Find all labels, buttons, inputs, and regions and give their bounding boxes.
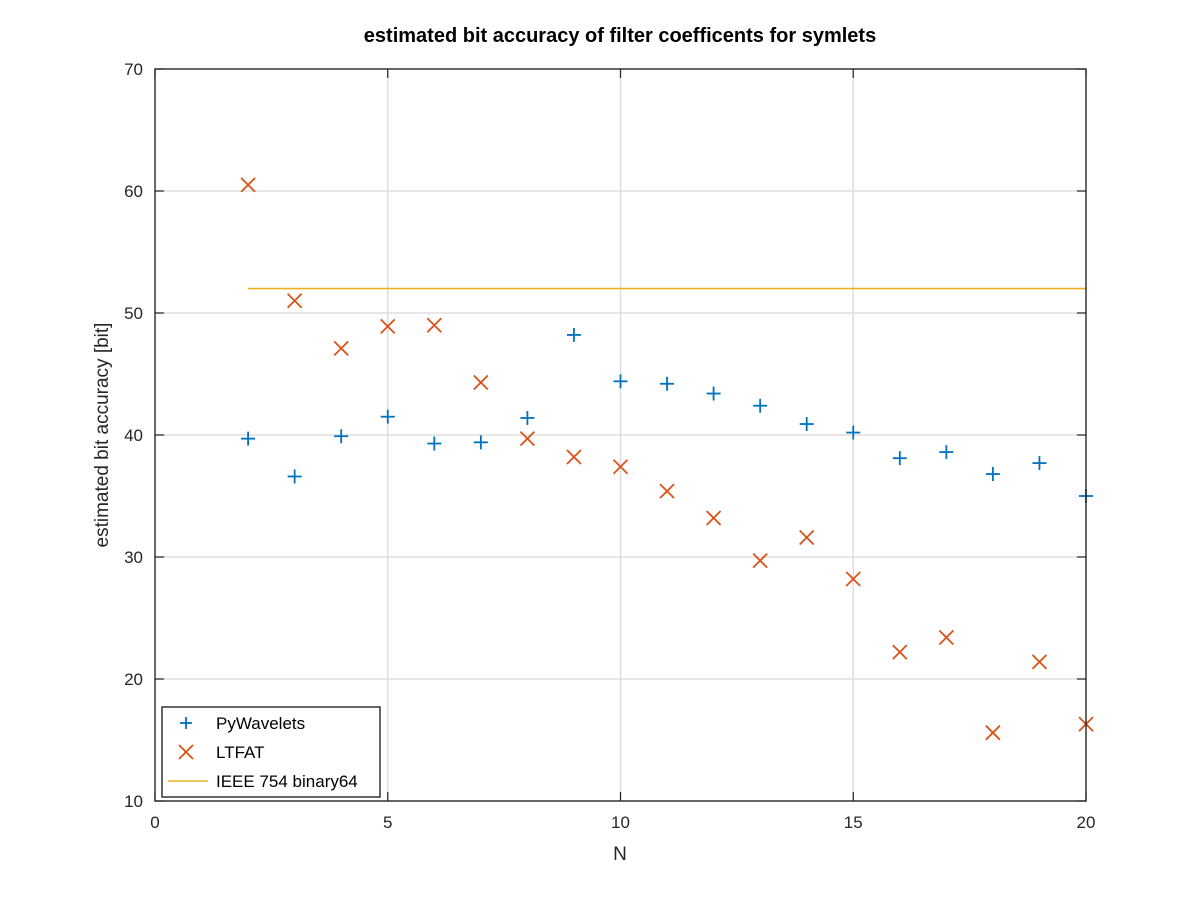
- series-pywavelets: [241, 327, 1093, 503]
- series-layer: [240, 177, 1094, 741]
- plus-marker: [473, 435, 488, 450]
- legend: PyWavelets LTFAT IEEE 754 binary64: [161, 706, 381, 798]
- plus-marker: [241, 431, 256, 446]
- plus-marker: [753, 398, 768, 413]
- x-tick-label: 15: [844, 813, 863, 832]
- y-tick-label: 60: [124, 182, 143, 201]
- x-tick-label: 10: [611, 813, 630, 832]
- plus-marker: [985, 467, 1000, 482]
- legend-sample-plus-marker: [180, 717, 192, 729]
- plus-marker: [566, 327, 581, 342]
- x-marker: [892, 644, 908, 660]
- marker-stroke: [566, 449, 582, 465]
- legend-label: IEEE 754 binary64: [216, 772, 358, 791]
- x-marker: [426, 317, 442, 333]
- x-tick-label: 20: [1077, 813, 1096, 832]
- plus-marker: [287, 469, 302, 484]
- x-marker: [473, 374, 489, 391]
- plus-marker: [846, 425, 861, 440]
- x-marker: [1031, 654, 1048, 670]
- x-marker: [705, 510, 722, 526]
- legend-label: LTFAT: [216, 743, 265, 762]
- plus-marker: [706, 386, 721, 401]
- marker-stroke: [333, 340, 349, 357]
- marker-stroke: [799, 529, 815, 546]
- marker-stroke: [938, 629, 954, 646]
- marker-stroke: [659, 483, 675, 499]
- plus-marker: [1032, 456, 1047, 471]
- plus-marker: [799, 417, 814, 432]
- axes: [154, 68, 1087, 802]
- marker-stroke: [287, 293, 303, 309]
- x-marker: [566, 449, 582, 465]
- plus-marker: [427, 436, 442, 451]
- chart-title: estimated bit accuracy of filter coeffic…: [364, 25, 876, 47]
- marker-stroke: [426, 317, 442, 333]
- plus-marker: [939, 445, 954, 460]
- x-marker: [845, 571, 861, 587]
- plus-marker: [380, 409, 395, 424]
- x-axis-label: N: [613, 844, 627, 865]
- x-marker: [333, 340, 349, 357]
- x-marker: [985, 725, 1001, 741]
- y-axis-label: estimated bit accuracy [bit]: [92, 323, 113, 548]
- y-tick-label: 50: [124, 304, 143, 323]
- y-tick-label: 20: [124, 670, 143, 689]
- plus-marker: [334, 429, 349, 444]
- plus-marker: [520, 410, 535, 425]
- legend-box: [161, 706, 381, 798]
- marker-stroke: [1031, 654, 1048, 670]
- x-marker: [240, 177, 256, 193]
- tick-labels: 0 5 10 15 20 10 20 30 40 50 60 70: [124, 60, 1095, 832]
- marker-stroke: [473, 374, 489, 391]
- marker-stroke: [612, 459, 629, 475]
- legend-label: PyWavelets: [216, 714, 305, 733]
- x-marker: [612, 459, 629, 475]
- marker-stroke: [892, 644, 908, 660]
- plus-marker: [892, 451, 907, 466]
- x-marker: [938, 629, 954, 646]
- marker-stroke: [178, 744, 194, 760]
- legend-sample-x-marker: [178, 744, 194, 760]
- x-marker: [287, 293, 303, 309]
- y-tick-label: 10: [124, 792, 143, 811]
- x-marker: [752, 553, 768, 569]
- marker-stroke: [519, 431, 536, 447]
- plus-marker: [613, 374, 628, 389]
- marker-stroke: [240, 177, 256, 193]
- y-tick-label: 40: [124, 426, 143, 445]
- marker-stroke: [380, 318, 396, 335]
- x-marker: [519, 431, 536, 447]
- plus-marker: [660, 376, 675, 391]
- x-marker: [659, 483, 675, 499]
- marker-stroke: [705, 510, 722, 526]
- x-marker: [380, 318, 396, 335]
- y-tick-label: 70: [124, 60, 143, 79]
- y-tick-label: 30: [124, 548, 143, 567]
- x-marker: [799, 529, 815, 546]
- series-ltfat: [240, 177, 1094, 741]
- marker-stroke: [845, 571, 861, 587]
- x-tick-label: 5: [383, 813, 392, 832]
- x-tick-label: 0: [150, 813, 159, 832]
- marker-stroke: [985, 725, 1001, 741]
- marker-stroke: [752, 553, 768, 569]
